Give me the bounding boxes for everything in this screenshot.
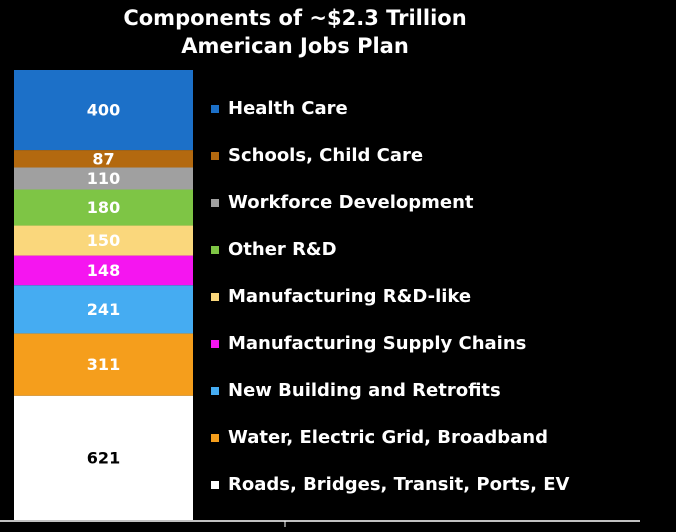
legend-label: Manufacturing R&D-like xyxy=(228,286,471,307)
data-label: 621 xyxy=(87,448,120,467)
bar-segment xyxy=(14,70,193,151)
legend-swatch xyxy=(211,152,219,160)
legend-label: Health Care xyxy=(228,98,348,119)
legend-swatch xyxy=(211,481,219,489)
legend-label: Roads, Bridges, Transit, Ports, EV xyxy=(228,474,570,495)
legend-swatch xyxy=(211,246,219,254)
data-label: 241 xyxy=(87,300,120,319)
data-label: 311 xyxy=(87,355,120,374)
legend-label: Water, Electric Grid, Broadband xyxy=(228,427,548,448)
data-label: 180 xyxy=(87,198,120,217)
bar-segment xyxy=(14,150,193,168)
legend-label: Manufacturing Supply Chains xyxy=(228,333,526,354)
data-label: 148 xyxy=(87,261,120,280)
legend-swatch xyxy=(211,340,219,348)
legend-label: New Building and Retrofits xyxy=(228,380,501,401)
data-label: 110 xyxy=(87,169,120,188)
legend-swatch xyxy=(211,293,219,301)
data-label: 400 xyxy=(87,101,120,120)
data-label: 150 xyxy=(87,231,120,250)
legend-swatch xyxy=(211,199,219,207)
bar-segment xyxy=(14,225,193,256)
bar-segment xyxy=(14,285,193,334)
bar-segment xyxy=(14,167,193,190)
legend-swatch xyxy=(211,105,219,113)
legend-swatch xyxy=(211,387,219,395)
bar-segment xyxy=(14,333,193,396)
chart-title: American Jobs Plan xyxy=(181,34,409,58)
bar-segment xyxy=(14,395,193,520)
legend-swatch xyxy=(211,434,219,442)
bar-segment xyxy=(14,255,193,286)
data-label: 87 xyxy=(92,149,114,168)
legend-label: Workforce Development xyxy=(228,192,474,213)
bar-segment xyxy=(14,189,193,226)
legend-label: Schools, Child Care xyxy=(228,145,423,166)
chart-title: Components of ~$2.3 Trillion xyxy=(123,6,466,30)
legend-label: Other R&D xyxy=(228,239,337,260)
